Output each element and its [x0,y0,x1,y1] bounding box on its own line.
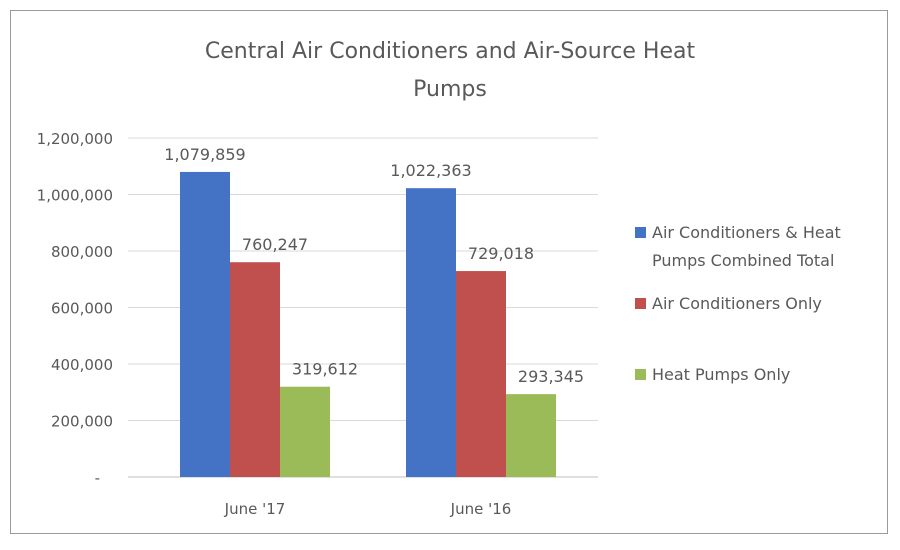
y-tick-label: 600,000 [51,300,113,318]
bar-1-1 [180,171,230,478]
y-tick-label: - [95,469,100,487]
chart-title: Pumps [413,77,487,102]
y-tick-label: 800,000 [51,243,113,261]
chart-frame [10,10,888,534]
legend-swatch [635,369,646,380]
y-tick-label: 200,000 [51,413,113,431]
legend-label: Heat Pumps Only [652,365,790,384]
bar-2-2 [456,271,506,477]
data-label: 293,345 [518,367,584,386]
data-label: 1,079,859 [164,145,245,164]
y-tick-label: 400,000 [51,356,113,374]
legend-label: Pumps Combined Total [652,251,834,270]
y-tick-label: 1,000,000 [37,187,113,205]
legend-label: Air Conditioners Only [652,294,822,313]
legend-label: Air Conditioners & Heat [652,223,841,242]
bar-1-2 [406,188,456,478]
y-tick-label: 1,200,000 [37,130,113,148]
data-label: 1,022,363 [390,161,471,180]
bar-3-1 [280,386,330,477]
bar-2-1 [230,262,280,477]
data-label: 729,018 [468,244,534,263]
data-label: 760,247 [242,235,308,254]
chart-title: Central Air Conditioners and Air-Source … [205,39,696,64]
legend-swatch [635,227,646,238]
data-label: 319,612 [292,360,358,379]
x-tick-label: June '17 [224,500,286,518]
bar-3-2 [506,394,556,477]
legend-swatch [635,298,646,309]
x-tick-label: June '16 [450,500,512,518]
